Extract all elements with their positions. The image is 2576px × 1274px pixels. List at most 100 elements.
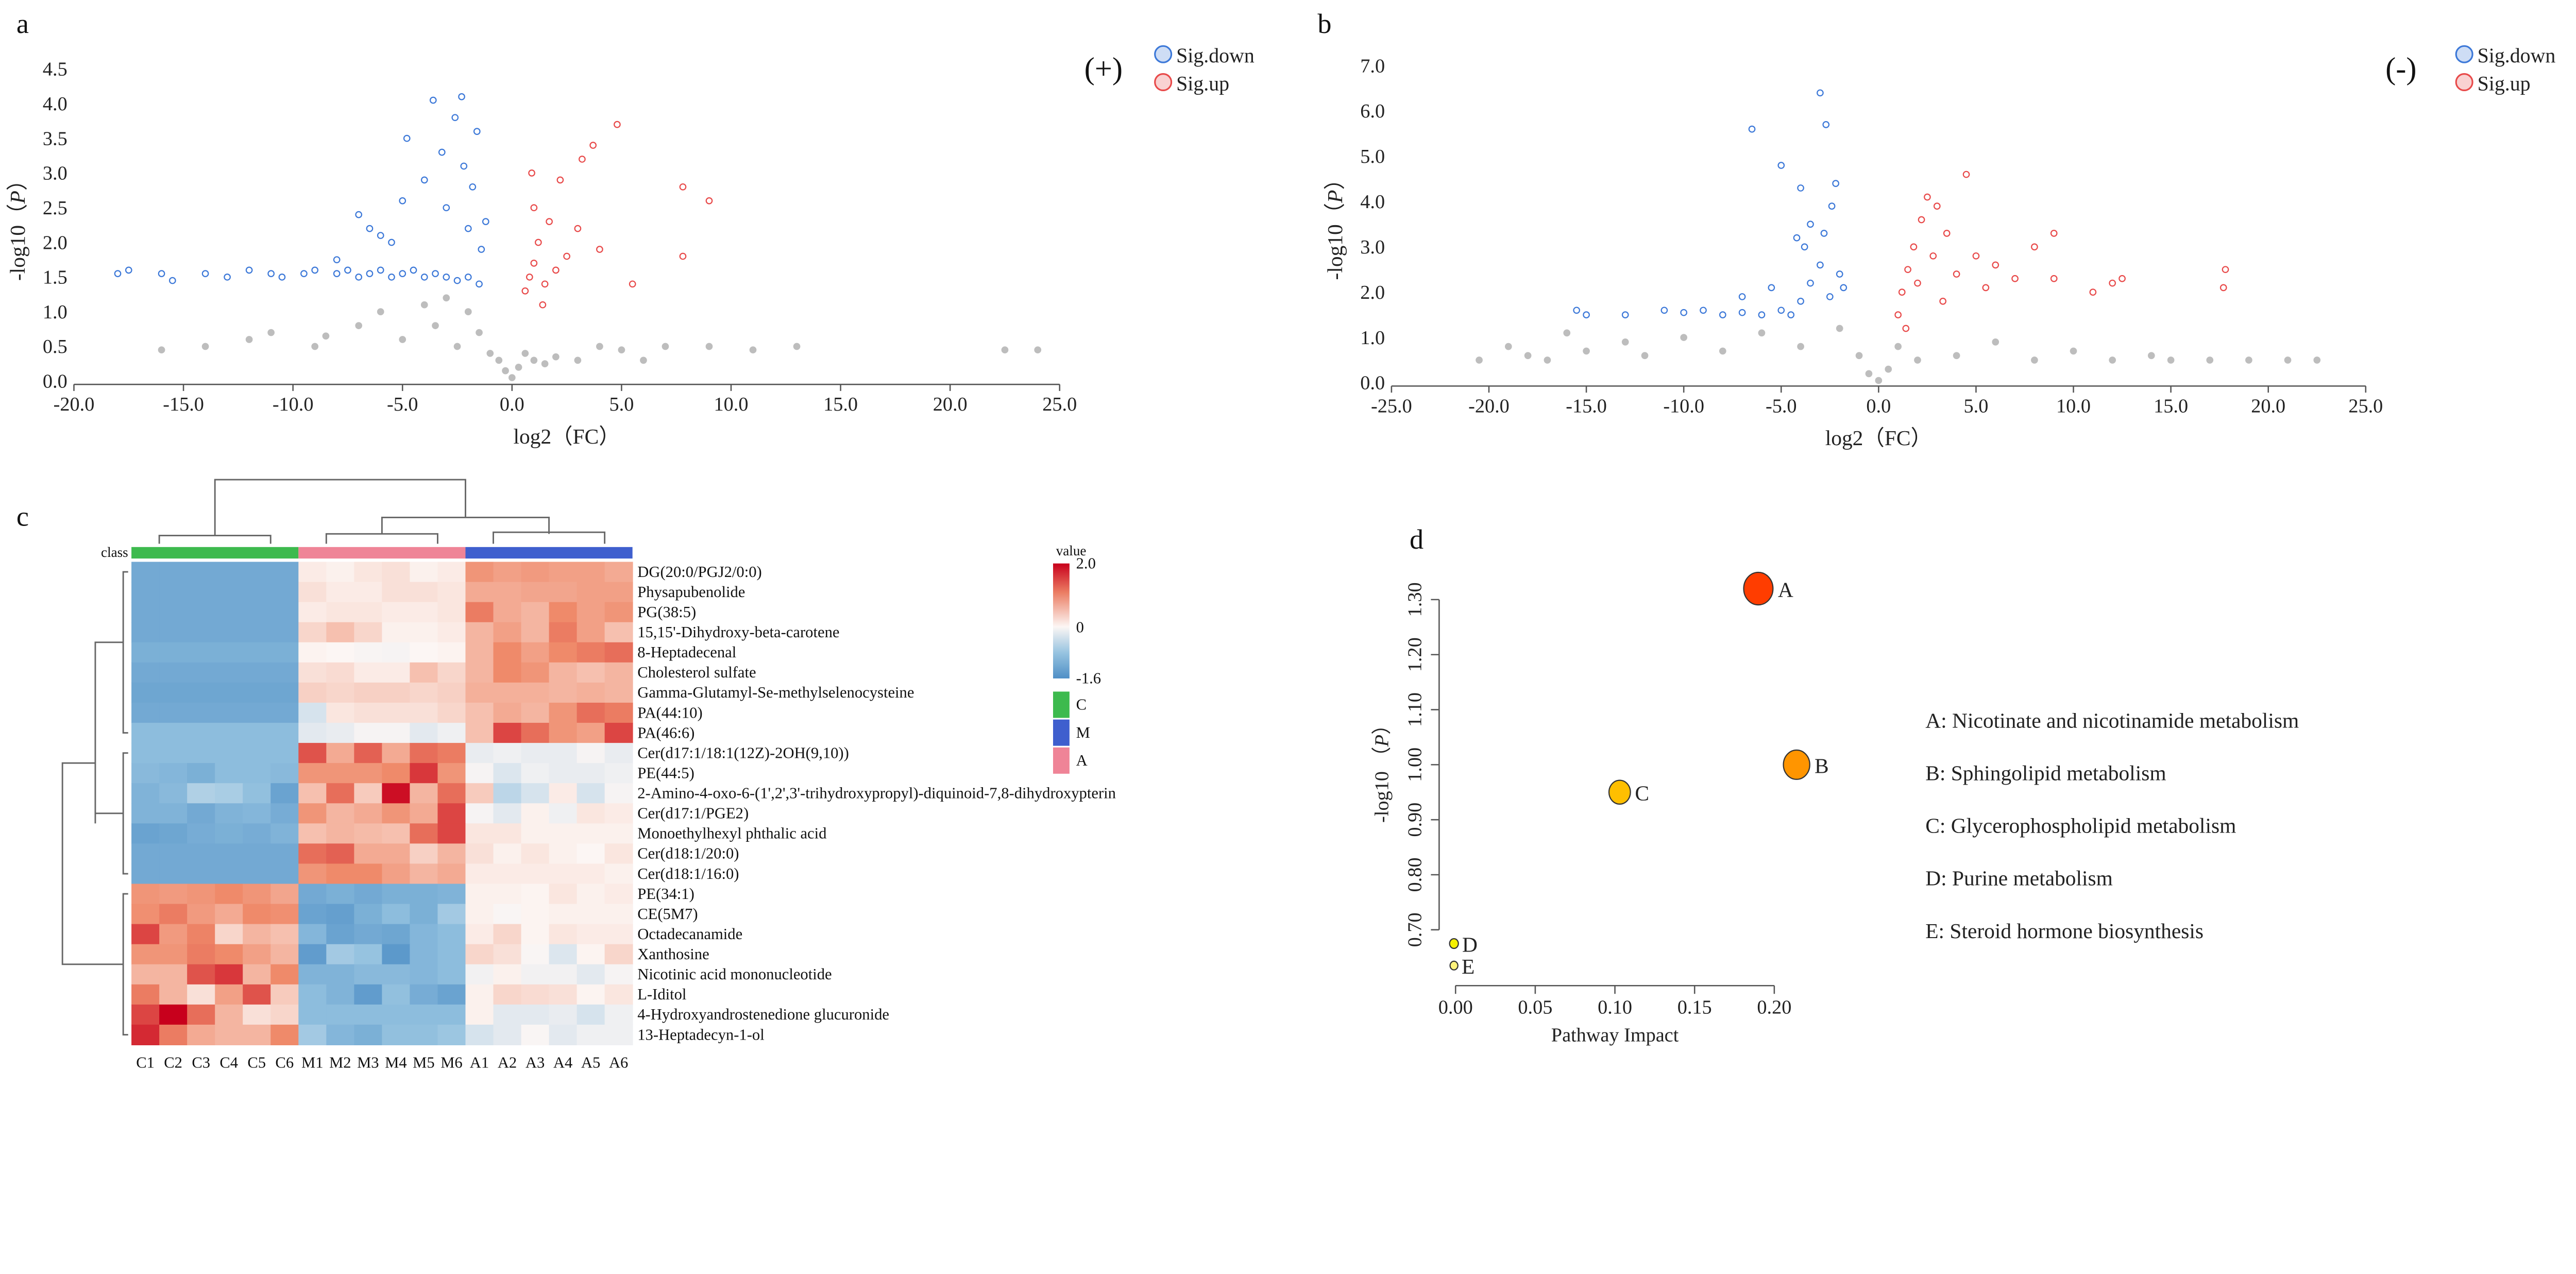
heatmap-cell <box>493 1004 522 1025</box>
heatmap-cell <box>270 843 299 864</box>
heatmap-cell <box>354 863 383 885</box>
heatmap-cell <box>326 642 355 663</box>
point-ns <box>1719 347 1726 355</box>
heatmap-cell <box>465 723 494 744</box>
colorbar-title: value <box>1056 543 1087 558</box>
point-ns <box>1621 338 1629 346</box>
point-sig-down <box>1793 234 1801 242</box>
heatmap-cell <box>437 964 466 985</box>
heatmap-cell <box>410 823 438 844</box>
point-ns <box>486 350 494 357</box>
bubble-E <box>1449 960 1459 971</box>
y-tick-label: 0.90 <box>1404 803 1426 837</box>
heatmap-cell <box>298 562 327 583</box>
point-sig-down <box>1822 121 1830 128</box>
point-sig-down <box>333 270 341 277</box>
heatmap-cell <box>521 763 550 784</box>
heatmap-cell <box>382 803 411 824</box>
y-tick-label: 3.5 <box>43 128 67 149</box>
figure: a b c d -20.0 -15.0 -10.0 -5.0 0.0 5.0 10.0 15.… <box>6 8 2556 1072</box>
row-label: Cholesterol sulfate <box>637 664 756 681</box>
point-sig-down <box>429 96 437 104</box>
heatmap-cell <box>521 622 550 643</box>
heatmap-cell <box>382 682 411 703</box>
heatmap-cell <box>270 944 299 965</box>
heatmap-cell <box>243 944 272 965</box>
heatmap-cell <box>326 843 355 864</box>
heatmap-cell <box>243 803 272 824</box>
heatmap-cell <box>326 1004 355 1025</box>
class-legend-swatch <box>1053 691 1070 718</box>
heatmap-cell <box>326 602 355 623</box>
heatmap-cell <box>604 702 633 724</box>
heatmap-cell <box>298 662 327 683</box>
heatmap-cell <box>549 924 578 945</box>
heatmap-cell <box>270 662 299 683</box>
point-sig-up <box>1898 288 1906 296</box>
heatmap-cell <box>354 642 383 663</box>
heatmap-cell <box>493 702 522 724</box>
point-ns <box>1894 343 1902 350</box>
heatmap-cell <box>577 944 605 965</box>
y-tick-label: 3.0 <box>43 163 67 184</box>
heatmap-cell <box>131 964 160 985</box>
heatmap-cell <box>521 823 550 844</box>
heatmap-cell <box>215 1004 244 1025</box>
heatmap-cell <box>382 823 411 844</box>
point-sig-down <box>1807 220 1814 228</box>
heatmap-cell <box>159 622 188 643</box>
row-label: 8-Heptadecenal <box>637 643 736 661</box>
point-ns <box>1563 329 1571 337</box>
point-ns <box>508 374 516 381</box>
row-label: CE(5M7) <box>637 905 698 923</box>
heatmap-cell <box>243 823 272 844</box>
point-ns <box>1865 370 1873 378</box>
heatmap-cell <box>437 602 466 623</box>
heatmap-cell <box>382 1004 411 1025</box>
heatmap-cell <box>577 783 605 804</box>
heatmap-cell <box>604 843 633 864</box>
heatmap-cell <box>437 944 466 965</box>
row-label: 4-Hydroxyandrostenedione glucuronide <box>637 1006 889 1023</box>
point-sig-up <box>526 273 533 281</box>
y-tick-label: 0.70 <box>1404 912 1426 947</box>
point-ns <box>1885 365 1892 373</box>
point-ns <box>245 336 253 343</box>
heatmap-cell <box>131 944 160 965</box>
heatmap-cell <box>298 964 327 985</box>
heatmap-cell <box>243 602 272 623</box>
heatmap-cell <box>493 823 522 844</box>
heatmap-cell <box>243 763 272 784</box>
heatmap-cell <box>437 843 466 864</box>
heatmap-cell <box>354 723 383 744</box>
y-tick-label: 4.0 <box>1360 191 1385 213</box>
point-sig-up <box>705 197 713 205</box>
heatmap-cell <box>270 904 299 925</box>
point-sig-up <box>1943 229 1951 237</box>
heatmap-cell <box>604 602 633 623</box>
point-ns <box>515 364 522 371</box>
row-label: Cer(d18:1/16:0) <box>637 865 739 882</box>
point-ns <box>749 346 757 354</box>
heatmap-cell <box>159 723 188 744</box>
heatmap-cell <box>577 763 605 784</box>
point-ns <box>662 343 669 350</box>
y-tick-label: 1.10 <box>1404 692 1426 727</box>
heatmap-cell <box>298 984 327 1005</box>
heatmap-cell <box>382 743 411 764</box>
y-axis-label: -log10（P） <box>1323 168 1347 280</box>
point-sig-down <box>1660 307 1668 314</box>
point-sig-up <box>1924 193 1931 201</box>
heatmap-cell <box>326 884 355 905</box>
point-ns <box>2031 356 2038 364</box>
point-sig-up <box>2219 284 2227 292</box>
heatmap-cell <box>549 723 578 744</box>
heatmap-cell <box>577 562 605 583</box>
heatmap-cell <box>354 582 383 603</box>
heatmap-cell <box>577 682 605 703</box>
x-tick-label: 20.0 <box>2251 395 2285 417</box>
heatmap-cell <box>326 984 355 1005</box>
heatmap-cell <box>215 562 244 583</box>
heatmap-cell <box>465 783 494 804</box>
heatmap-cell <box>410 803 438 824</box>
